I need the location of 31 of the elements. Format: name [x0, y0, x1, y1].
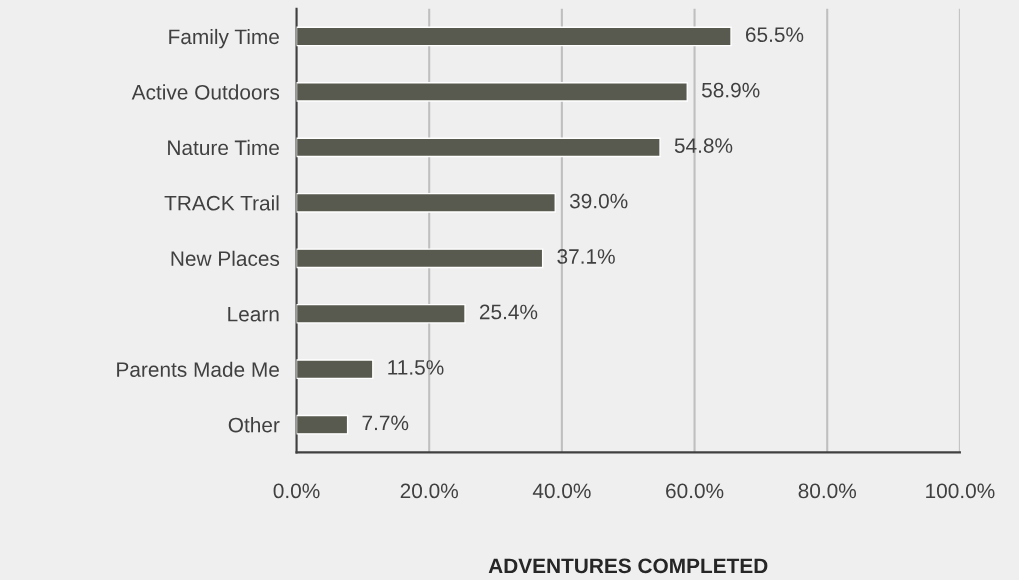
y-tick-label: Nature Time [168, 139, 279, 156]
data-label: 7.7% [362, 415, 409, 431]
y-tick-label: New Places [171, 250, 280, 267]
x-tick-label: 40.0% [532, 483, 591, 499]
bar [296, 414, 349, 435]
data-label: 58.9% [701, 82, 760, 98]
x-tick-label: 20.0% [400, 483, 458, 499]
bar [296, 303, 466, 324]
data-label: 65.5% [745, 27, 804, 43]
y-tick-label: Active Outdoors [131, 84, 280, 100]
data-label: 25.4% [479, 304, 538, 320]
x-tick-label: 60.0% [666, 483, 724, 499]
data-label: 11.5% [388, 360, 444, 375]
y-tick-label: Learn [228, 306, 279, 322]
data-label: 54.8% [674, 138, 733, 153]
bar [296, 26, 732, 47]
data-label: 39.0% [569, 193, 628, 209]
bar [296, 192, 556, 213]
x-axis-title: ADVENTURES COMPLETED [488, 558, 768, 574]
y-tick-label: Other [228, 417, 280, 433]
x-tick-label: 100.0% [926, 483, 995, 499]
x-tick-label: 0.0% [273, 483, 320, 499]
y-tick-label: Parents Made Me [117, 361, 279, 377]
bar [296, 359, 374, 380]
bar [296, 137, 661, 158]
x-tick-label: 80.0% [798, 483, 857, 499]
y-tick-label: TRACK Trail [164, 195, 279, 211]
bar [296, 82, 688, 102]
y-tick-label: Family Time [169, 28, 279, 49]
bar [296, 248, 544, 269]
data-label: 37.1% [557, 249, 615, 264]
